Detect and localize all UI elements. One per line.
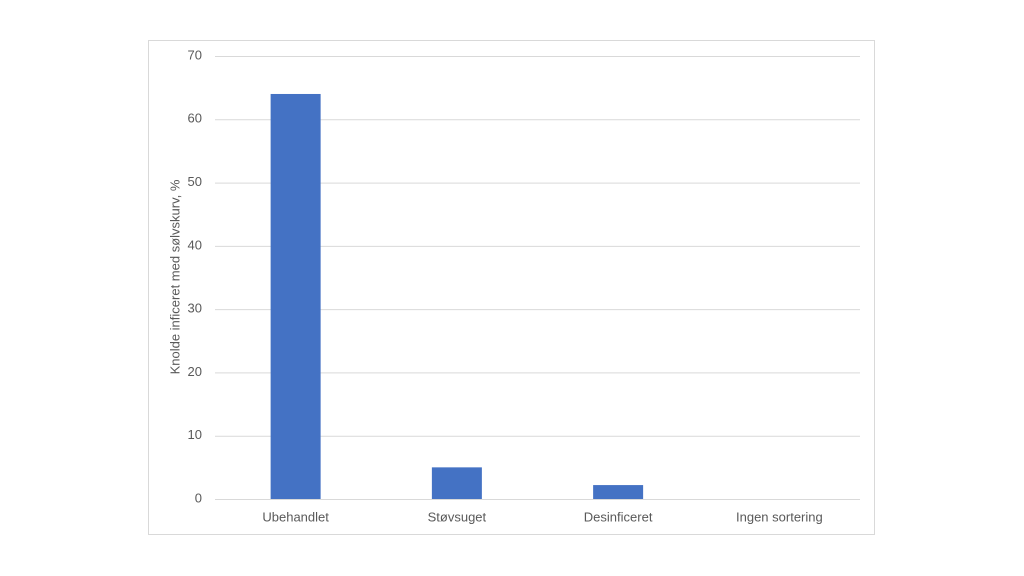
y-tick-label: 10 <box>188 427 202 442</box>
y-tick-label: 30 <box>188 301 202 316</box>
y-tick-label: 40 <box>188 237 202 252</box>
chart-frame <box>148 40 875 535</box>
y-axis-title: Knolde inficeret med sølvskurv, % <box>167 179 182 374</box>
x-tick-label: Ingen sortering <box>736 509 823 524</box>
bar <box>431 467 482 499</box>
bar <box>270 93 321 499</box>
x-tick-label: Ubehandlet <box>262 509 329 524</box>
x-tick-label: Støvsuget <box>428 509 487 524</box>
y-tick-label: 60 <box>188 111 202 126</box>
y-tick-label: 20 <box>188 364 202 379</box>
x-tick-label: Desinficeret <box>584 509 653 524</box>
y-tick-label: 70 <box>188 47 202 62</box>
bar <box>593 485 644 499</box>
y-tick-label: 50 <box>188 174 202 189</box>
y-tick-label: 0 <box>195 490 202 505</box>
